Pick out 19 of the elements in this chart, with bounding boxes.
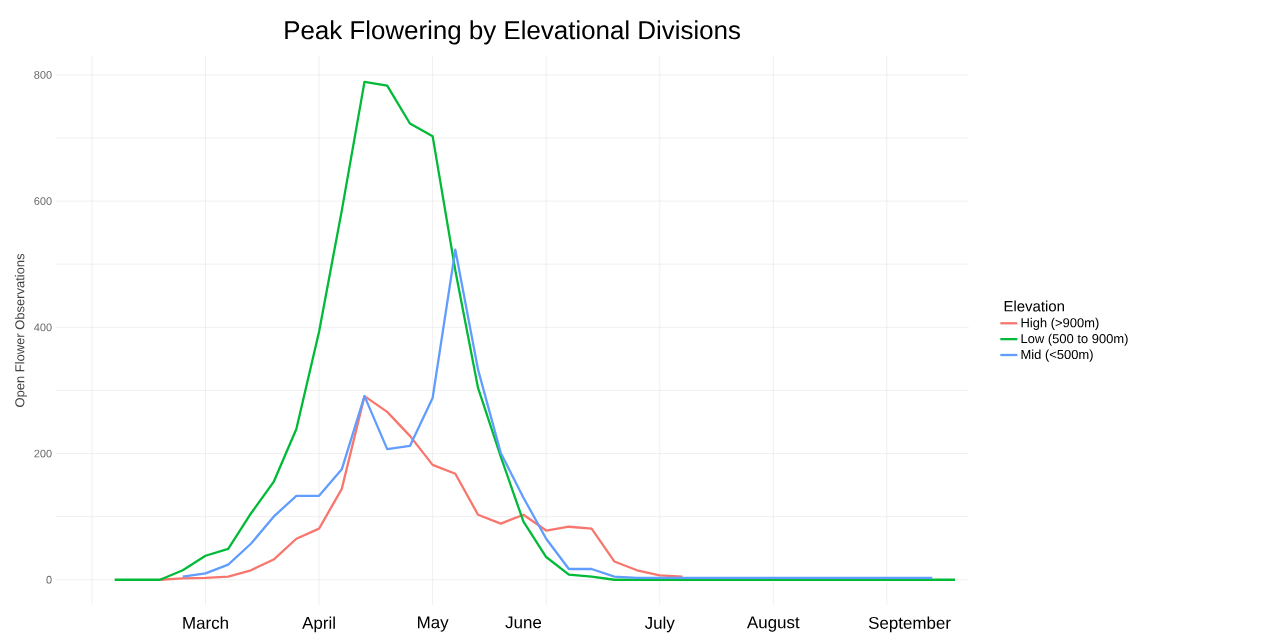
y-tick-label: 800 [34, 71, 52, 79]
x-tick-label: May [418, 616, 449, 632]
y-tick-label: 200 [34, 449, 52, 458]
line-series [158, 394, 684, 581]
x-tick-label: September [868, 616, 951, 633]
x-tick-label: April [302, 616, 335, 633]
y-tick-label: 0 [46, 575, 52, 584]
x-tick-label: July [644, 616, 675, 633]
x-tick-label: August [746, 616, 800, 632]
y-axis-title: Open Flower Observations [14, 253, 27, 407]
y-tick-label: 400 [34, 323, 52, 332]
y-tick-label: 600 [34, 197, 52, 206]
legend-label: Mid (<500m) [1021, 349, 1093, 362]
x-tick-label: March [183, 616, 228, 629]
legend-title: Elevation [1004, 300, 1064, 312]
legend-label: Low (500 to 900m) [1021, 333, 1128, 346]
chart-title: Peak Flowering by Elevational Divisions [285, 20, 740, 45]
x-tick-label: June [505, 616, 542, 629]
legend-label: High (>900m) [1021, 317, 1099, 330]
